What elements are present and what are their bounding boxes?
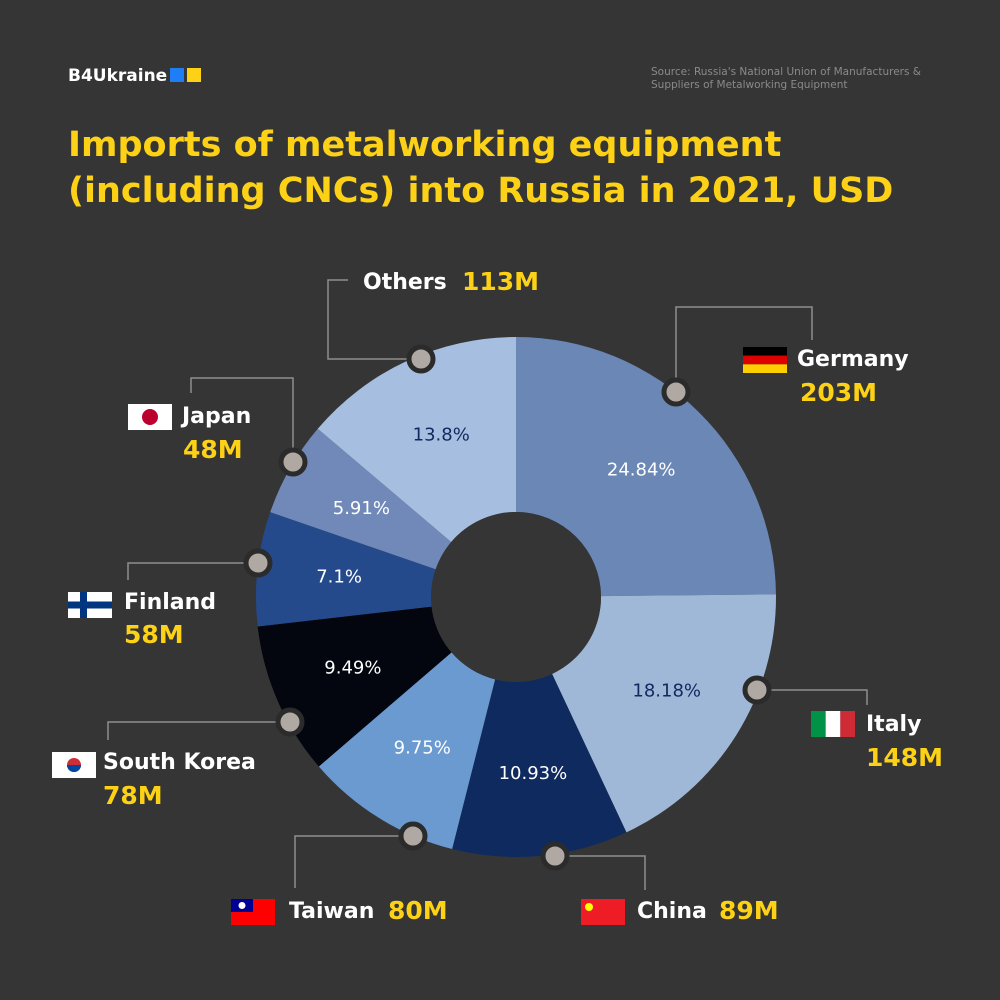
category-label: Taiwan (289, 899, 374, 924)
callout-dot (278, 447, 308, 477)
category-label: Germany (797, 347, 909, 372)
flag-part (811, 711, 826, 737)
leader-line (190, 377, 294, 462)
flag (68, 592, 112, 618)
logo-blue (170, 68, 185, 82)
category-label: Finland (124, 590, 216, 615)
flag-star (585, 903, 593, 911)
flag-part (743, 364, 787, 373)
callout-dot (742, 675, 772, 705)
slice (452, 673, 627, 857)
callout-dot (275, 707, 305, 737)
amount-label: 113M (462, 267, 539, 296)
title-line: Imports of metalworking equipment (68, 125, 782, 165)
callout-dot (406, 344, 436, 374)
amount-label: 78M (103, 781, 163, 810)
callout-dot (661, 377, 691, 407)
callout-dot (540, 841, 570, 871)
slice (255, 512, 436, 627)
slice (257, 606, 452, 767)
slice-label: 10.93% (499, 763, 568, 784)
category-label: Japan (180, 404, 251, 429)
amount-label: 80M (388, 896, 448, 925)
slice (318, 652, 496, 850)
flag-part (743, 347, 787, 356)
leader-line (127, 562, 258, 580)
category-label: South Korea (103, 750, 256, 775)
flag-sun (142, 409, 158, 425)
title-line: (including CNCs) into Russia in 2021, US… (68, 171, 894, 211)
amount-label: 48M (183, 435, 243, 464)
callout-dot (243, 548, 273, 578)
amount-label: 58M (124, 620, 184, 649)
amount-label: 203M (800, 378, 877, 407)
leader-line (675, 306, 813, 392)
flag (811, 711, 855, 737)
slice-label: 24.84% (607, 460, 676, 481)
leader-line (757, 689, 868, 705)
category-label: Others (363, 270, 447, 295)
slice-label: 5.91% (333, 498, 390, 519)
leader-line (107, 721, 290, 740)
brand: B4Ukraine (68, 66, 168, 86)
source: Source: Russia's National Union of Manuf… (651, 66, 921, 91)
leader-line (555, 855, 646, 890)
flag-part (68, 601, 112, 609)
flag-sun (238, 902, 246, 909)
flag (231, 899, 275, 925)
chart-title: Imports of metalworking equipment (inclu… (68, 122, 893, 214)
slice (516, 337, 776, 597)
flag-taeguk (67, 765, 81, 772)
donut-hole (431, 512, 601, 682)
slice-label: 9.49% (324, 657, 381, 678)
flag-part (840, 711, 855, 737)
category-label: Italy (866, 712, 921, 737)
slice-label: 9.75% (394, 737, 451, 758)
flag-part (825, 711, 841, 737)
flag (52, 752, 96, 778)
brand-logo: B4Ukraine (68, 66, 202, 86)
amount-label: 148M (866, 743, 943, 772)
slice (317, 337, 516, 543)
flag (128, 404, 172, 430)
category-label: China (637, 899, 707, 924)
logo-yellow (187, 68, 202, 82)
leader-line (327, 279, 421, 360)
flag-part (581, 899, 625, 925)
callout-dot (398, 821, 428, 851)
leader-line (294, 835, 413, 888)
slice (552, 594, 776, 833)
flag-part (743, 355, 787, 365)
flag (743, 347, 787, 373)
slice-label: 13.8% (413, 424, 470, 445)
slice-label: 7.1% (316, 567, 362, 588)
amount-label: 89M (719, 896, 779, 925)
flag (581, 899, 625, 925)
slice (270, 428, 452, 570)
slice-label: 18.18% (632, 681, 701, 702)
